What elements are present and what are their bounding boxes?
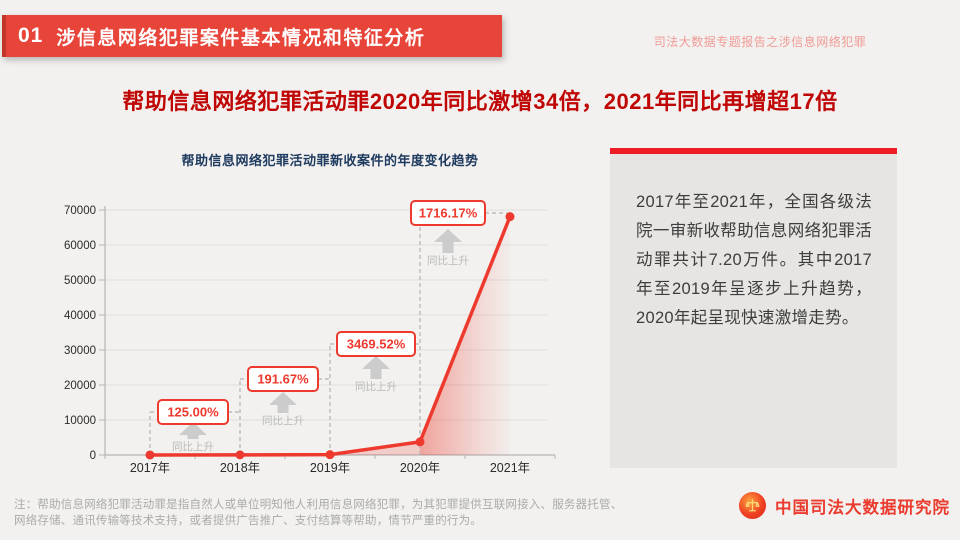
panel-accent-bar — [610, 148, 897, 154]
header-banner: 01 涉信息网络犯罪案件基本情况和特征分析 — [2, 15, 502, 57]
trend-line-chart: 0 10000 20000 30000 40000 50000 60000 70000 2017… — [64, 200, 556, 475]
svg-text:2017年: 2017年 — [130, 461, 170, 475]
svg-text:2021年: 2021年 — [490, 461, 530, 475]
svg-text:30000: 30000 — [64, 345, 96, 357]
org-footer: 中国司法大数据研究院 — [739, 492, 950, 519]
headline: 帮助信息网络犯罪活动罪2020年同比激增34倍，2021年同比再增超17倍 — [122, 89, 838, 114]
svg-text:2018年: 2018年 — [220, 461, 260, 475]
report-series-label: 司法大数据专题报告之涉信息网络犯罪 — [653, 35, 867, 49]
definition-footnote: 注：帮助信息网络犯罪活动罪是指自然人或单位明知他人利用信息网络犯罪，为其犯罪提供… — [14, 499, 623, 527]
svg-text:0: 0 — [90, 450, 96, 462]
org-name: 中国司法大数据研究院 — [775, 498, 950, 517]
court-emblem-icon — [739, 492, 766, 519]
svg-text:191.67%: 191.67% — [257, 372, 309, 387]
svg-text:1716.17%: 1716.17% — [419, 206, 478, 221]
svg-text:3469.52%: 3469.52% — [347, 337, 406, 352]
svg-text:60000: 60000 — [64, 240, 96, 252]
svg-text:10000: 10000 — [64, 415, 96, 427]
summary-panel: 2017年至2021年，全国各级法院一审新收帮助信息网络犯罪活动罪共计7.20万… — [610, 148, 897, 468]
svg-text:2020年: 2020年 — [400, 461, 440, 475]
svg-text:同比上升: 同比上升 — [262, 414, 304, 427]
svg-text:50000: 50000 — [64, 275, 96, 287]
svg-text:2019年: 2019年 — [310, 461, 350, 475]
chart-title: 帮助信息网络犯罪活动罪新收案件的年度变化趋势 — [181, 153, 479, 168]
section-title: 涉信息网络犯罪案件基本情况和特征分析 — [56, 27, 426, 49]
svg-text:同比上升: 同比上升 — [427, 254, 469, 267]
svg-text:同比上升: 同比上升 — [355, 380, 397, 393]
svg-text:125.00%: 125.00% — [167, 405, 219, 420]
svg-text:同比上升: 同比上升 — [172, 440, 214, 453]
section-number: 01 — [18, 24, 44, 47]
svg-text:40000: 40000 — [64, 310, 96, 322]
summary-text: 2017年至2021年，全国各级法院一审新收帮助信息网络犯罪活动罪共计7.20万… — [636, 193, 872, 327]
svg-text:70000: 70000 — [64, 205, 96, 217]
svg-text:20000: 20000 — [64, 380, 96, 392]
